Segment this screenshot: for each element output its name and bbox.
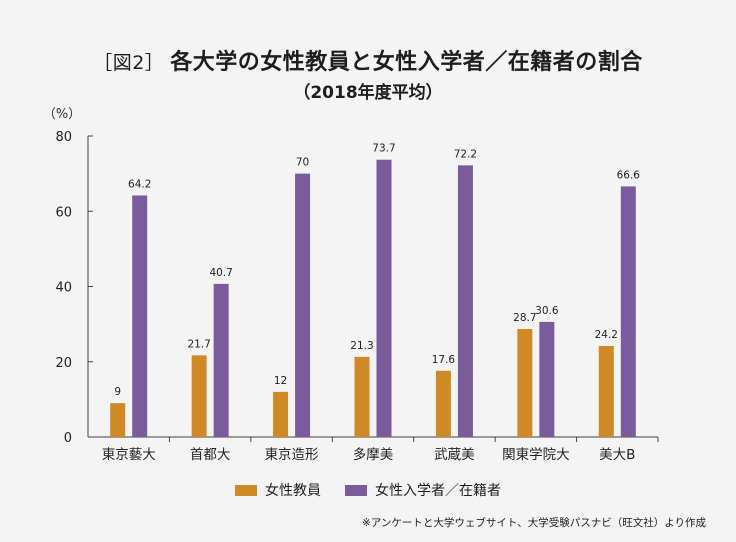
y-tick-label: 60 bbox=[55, 205, 72, 220]
source-note: ※アンケートと大学ウェブサイト、大学受験パスナビ（旺文社）より作成 bbox=[362, 517, 706, 529]
data-label: 24.2 bbox=[595, 329, 618, 341]
legend-swatch-female-students bbox=[345, 484, 367, 496]
y-tick-label: 80 bbox=[55, 130, 72, 145]
x-tick-label: 首都大 bbox=[190, 447, 231, 463]
data-label: 72.2 bbox=[454, 148, 477, 160]
bar-female-faculty bbox=[273, 391, 289, 437]
x-tick-label: 武蔵美 bbox=[434, 447, 475, 463]
legend-item-female-students: 女性入学者／在籍者 bbox=[345, 480, 501, 500]
data-label: 21.3 bbox=[350, 340, 373, 352]
bar-female-faculty bbox=[517, 329, 533, 437]
legend-label-female-faculty: 女性教員 bbox=[265, 483, 321, 499]
data-label: 66.6 bbox=[617, 169, 641, 181]
data-label: 40.7 bbox=[209, 267, 232, 279]
bar-female-faculty bbox=[435, 370, 451, 437]
legend: 女性教員 女性入学者／在籍者 bbox=[0, 480, 736, 500]
bar-female-students bbox=[295, 173, 311, 437]
bar-female-students bbox=[457, 165, 473, 437]
x-tick-label: 多摩美 bbox=[353, 446, 394, 463]
bar-female-faculty bbox=[110, 403, 126, 437]
x-tick-label: 関東学院大 bbox=[502, 447, 570, 463]
legend-swatch-female-faculty bbox=[235, 484, 257, 496]
legend-item-female-faculty: 女性教員 bbox=[235, 480, 321, 500]
bar-female-students bbox=[539, 321, 555, 437]
legend-label-female-students: 女性入学者／在籍者 bbox=[375, 483, 501, 499]
x-tick-label: 東京造形 bbox=[265, 447, 319, 463]
y-tick-label: 0 bbox=[64, 431, 72, 446]
bar-female-students bbox=[132, 195, 148, 437]
bar-female-students bbox=[213, 283, 229, 437]
data-label: 73.7 bbox=[372, 143, 395, 155]
bar-female-students bbox=[376, 159, 392, 438]
x-tick-label: 美大B bbox=[599, 447, 635, 463]
data-label: 70 bbox=[296, 157, 309, 169]
y-tick-label: 40 bbox=[55, 281, 72, 296]
bar-female-students bbox=[620, 186, 636, 437]
data-label: 28.7 bbox=[513, 312, 536, 324]
bar-female-faculty bbox=[598, 345, 614, 437]
bar-female-faculty bbox=[191, 355, 207, 437]
data-label: 9 bbox=[114, 386, 121, 398]
data-label: 64.2 bbox=[128, 178, 151, 190]
chart-title: ［図2］ 各大学の女性教員と女性入学者／在籍者の割合 bbox=[0, 44, 736, 76]
data-label: 21.7 bbox=[187, 338, 210, 350]
y-axis-label: （%） bbox=[43, 107, 81, 122]
data-label: 12 bbox=[274, 375, 287, 387]
bar-chart: （%） 0 20 40 60 80 9 64.2 東京藝大 21.7 40.7 首都大 12 70 東京造形… bbox=[43, 107, 659, 463]
chart-title-text: 各大学の女性教員と女性入学者／在籍者の割合 bbox=[170, 50, 643, 75]
y-tick-label: 20 bbox=[55, 356, 72, 371]
x-tick-label: 東京藝大 bbox=[102, 447, 156, 463]
chart-subtitle: （2018年度平均） bbox=[293, 83, 443, 103]
data-label: 30.6 bbox=[535, 305, 559, 317]
figure-number: ［図2］ bbox=[93, 52, 165, 74]
data-label: 17.6 bbox=[432, 354, 456, 366]
bar-female-faculty bbox=[354, 356, 370, 437]
